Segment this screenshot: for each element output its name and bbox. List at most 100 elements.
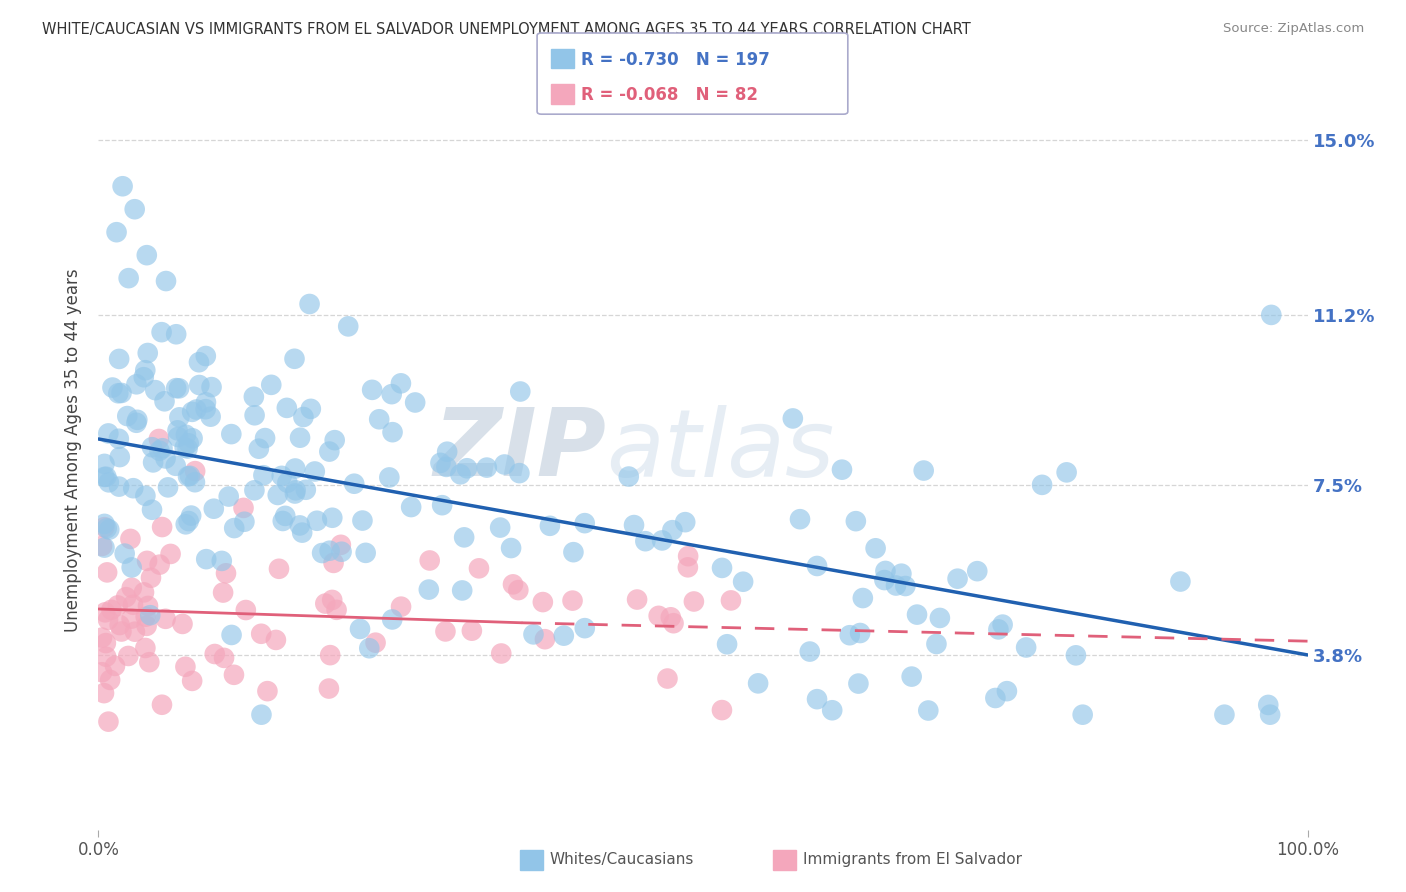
- Point: [97, 714, 120, 729]
- Point: [93, 541, 115, 555]
- Point: [127, 413, 149, 427]
- Point: [177, 436, 200, 450]
- Point: [661, 523, 683, 537]
- Point: [184, 475, 207, 490]
- Text: Immigrants from El Salvador: Immigrants from El Salvador: [803, 853, 1022, 867]
- Point: [188, 355, 211, 369]
- Point: [295, 483, 318, 497]
- Point: [456, 461, 478, 475]
- Point: [212, 585, 235, 599]
- Point: [489, 520, 512, 534]
- Point: [108, 480, 131, 494]
- Point: [283, 351, 305, 366]
- Point: [232, 500, 254, 515]
- Point: [831, 463, 853, 477]
- Point: [250, 627, 273, 641]
- Point: [1170, 574, 1192, 589]
- Point: [148, 443, 170, 458]
- Point: [534, 632, 557, 647]
- Point: [319, 648, 342, 662]
- Point: [461, 624, 484, 638]
- Point: [716, 637, 738, 651]
- Point: [221, 427, 243, 442]
- Point: [132, 585, 155, 599]
- Point: [349, 622, 371, 636]
- Point: [747, 676, 769, 690]
- Point: [125, 377, 148, 392]
- Point: [96, 521, 118, 535]
- Point: [254, 431, 277, 445]
- Point: [150, 698, 173, 712]
- Point: [218, 490, 240, 504]
- Point: [305, 514, 328, 528]
- Point: [430, 498, 453, 512]
- Point: [93, 457, 115, 471]
- Point: [135, 248, 157, 262]
- Point: [789, 512, 811, 526]
- Point: [153, 394, 176, 409]
- Point: [318, 444, 340, 458]
- Point: [177, 514, 200, 528]
- Point: [318, 681, 340, 696]
- Point: [174, 427, 197, 442]
- Point: [105, 225, 128, 239]
- Point: [429, 456, 451, 470]
- Point: [359, 641, 381, 656]
- Point: [676, 549, 699, 564]
- Point: [148, 432, 170, 446]
- Point: [107, 599, 129, 613]
- Point: [1257, 698, 1279, 712]
- Point: [1031, 478, 1053, 492]
- Point: [623, 518, 645, 533]
- Point: [124, 624, 146, 639]
- Point: [184, 464, 207, 478]
- Point: [434, 624, 457, 639]
- Point: [256, 684, 278, 698]
- Text: Whites/Caucasians: Whites/Caucasians: [550, 853, 695, 867]
- Point: [93, 686, 115, 700]
- Point: [1260, 308, 1282, 322]
- Point: [711, 561, 734, 575]
- Point: [94, 605, 117, 619]
- Point: [243, 483, 266, 498]
- Point: [267, 488, 290, 502]
- Point: [381, 425, 404, 440]
- Point: [221, 628, 243, 642]
- Point: [276, 475, 298, 490]
- Point: [849, 626, 872, 640]
- Point: [136, 599, 159, 613]
- Point: [152, 442, 174, 456]
- Point: [806, 692, 828, 706]
- Point: [494, 458, 516, 472]
- Point: [155, 274, 177, 288]
- Text: R = -0.068   N = 82: R = -0.068 N = 82: [581, 86, 758, 103]
- Point: [122, 598, 145, 612]
- Point: [657, 672, 679, 686]
- Point: [354, 546, 377, 560]
- Point: [91, 539, 114, 553]
- Point: [135, 609, 157, 624]
- Point: [501, 541, 523, 555]
- Point: [917, 704, 939, 718]
- Point: [141, 502, 163, 516]
- Point: [195, 552, 218, 566]
- Point: [912, 464, 935, 478]
- Point: [165, 458, 187, 473]
- Point: [873, 573, 896, 587]
- Point: [96, 649, 118, 664]
- Point: [683, 594, 706, 608]
- Point: [177, 469, 200, 483]
- Y-axis label: Unemployment Among Ages 35 to 44 years: Unemployment Among Ages 35 to 44 years: [65, 268, 83, 632]
- Point: [108, 450, 131, 464]
- Point: [352, 514, 374, 528]
- Point: [174, 659, 197, 673]
- Text: R = -0.730   N = 197: R = -0.730 N = 197: [581, 51, 769, 69]
- Point: [381, 612, 404, 626]
- Point: [966, 564, 988, 578]
- Point: [304, 465, 326, 479]
- Point: [172, 616, 194, 631]
- Point: [436, 444, 458, 458]
- Point: [108, 618, 131, 632]
- Point: [562, 545, 585, 559]
- Point: [169, 410, 191, 425]
